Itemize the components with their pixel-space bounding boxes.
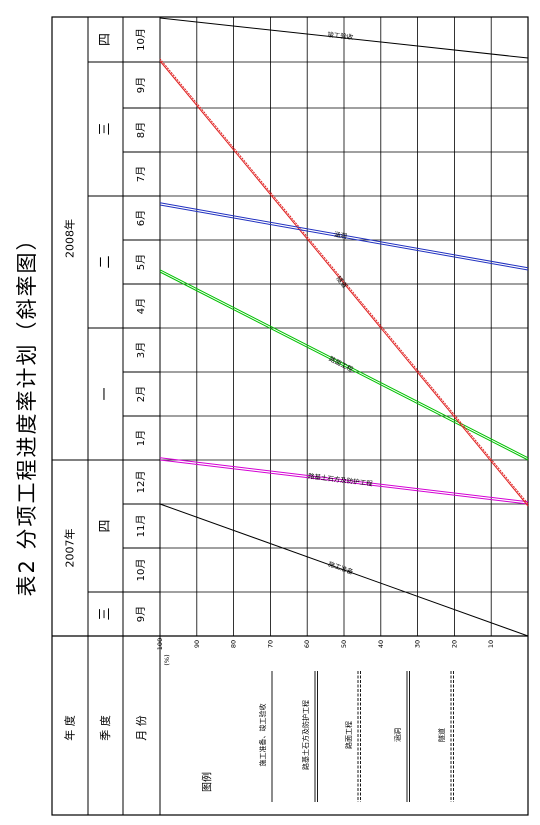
page-title: 表2 分项工程进度率计划（斜率图）: [15, 227, 39, 596]
series-line: [159, 503, 529, 637]
series-layer: [159, 17, 529, 637]
quarter-label: 一: [98, 387, 113, 400]
axis-tick-label: 10: [487, 640, 495, 648]
month-label: 10月: [135, 28, 147, 51]
legend-label: 路面工程: [344, 721, 353, 749]
series-label: 路面工程: [328, 354, 356, 374]
axis-tick-label: 70: [266, 640, 274, 648]
month-label: 3月: [135, 342, 147, 358]
quarter-row-label: 季 度: [98, 715, 112, 741]
legend-label: 路基土石方及防护工程: [301, 700, 310, 770]
series-label: 路基土石方及防护工程: [307, 471, 373, 488]
series-line: [159, 204, 529, 271]
quarter-label: 四: [98, 33, 113, 46]
series-label: 竣工验收: [327, 30, 354, 42]
month-label: 9月: [135, 77, 147, 93]
quarter-label: 二: [98, 255, 113, 268]
series-label: 施工准备: [327, 559, 355, 576]
axis-unit-label: (%): [163, 654, 171, 665]
year-label: 2008年: [63, 219, 77, 258]
series-line: [159, 17, 529, 59]
month-label: 5月: [135, 254, 147, 270]
month-label: 2月: [135, 386, 147, 402]
series-line-double: [159, 269, 529, 459]
month-row-label: 月 份: [135, 715, 148, 741]
month-label: 7月: [135, 166, 147, 182]
month-label: 8月: [135, 122, 147, 138]
axis-tick-label: 80: [230, 640, 238, 648]
series-line-double: [159, 202, 529, 269]
legend-title: 图例: [201, 772, 214, 792]
month-label: 1月: [135, 430, 147, 446]
series-line-double: [159, 58, 529, 505]
month-label: 11月: [135, 515, 147, 538]
series-line: [159, 271, 529, 461]
series-line-double: [159, 457, 529, 503]
chart-grid: [160, 17, 528, 636]
quarter-label: 四: [98, 519, 113, 532]
year-label: 2007年: [63, 529, 77, 568]
table-header: 2007年2008年三四一二三四9月10月11月12月1月2月3月4月5月6月7…: [52, 28, 160, 741]
month-label: 12月: [135, 471, 147, 494]
series-line: [159, 60, 529, 507]
legend-label: 施工准备、竣工验收: [258, 704, 267, 767]
legend-label: 隧道: [437, 728, 446, 742]
axis-tick-label: 60: [303, 640, 311, 648]
axis-tick-label: 30: [414, 640, 422, 648]
month-label: 10月: [135, 559, 147, 582]
axis-tick-label: 90: [193, 640, 201, 648]
axis-tick-label: 40: [377, 640, 385, 648]
month-label: 6月: [135, 210, 147, 226]
month-label: 4月: [135, 298, 147, 314]
legend-label: 涵洞: [393, 728, 402, 742]
quarter-label: 三: [98, 607, 113, 620]
year-row-label: 年 度: [63, 715, 77, 741]
series-label: 涵洞: [333, 229, 348, 240]
axis-tick-label: 100: [156, 638, 164, 650]
month-label: 9月: [135, 606, 147, 622]
axis-tick-label: 50: [340, 640, 348, 648]
axis-ticks: (%) 100 90 80 70 60 50 40 30 20 10: [156, 638, 495, 666]
axis-tick-label: 20: [450, 640, 458, 648]
series-line: [159, 459, 529, 505]
quarter-label: 三: [98, 122, 113, 135]
legend: 图例 施工准备、竣工验收 路基土石方及防护工程 路面工程 涵洞 隧道: [201, 671, 454, 802]
